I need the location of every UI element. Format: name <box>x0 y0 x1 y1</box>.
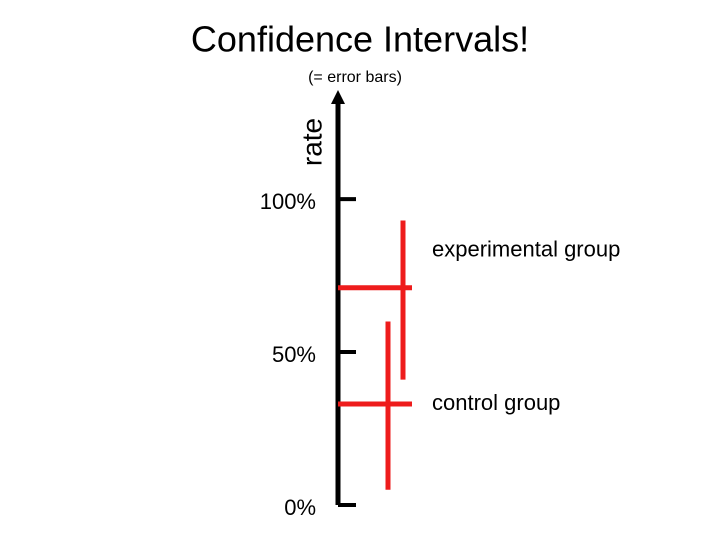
y-axis-arrow <box>331 90 345 104</box>
y-tick-label: 100% <box>260 189 316 214</box>
chart-title: Confidence Intervals! <box>191 19 529 60</box>
category-label: control group <box>432 390 560 415</box>
y-tick-label: 0% <box>284 495 316 520</box>
y-axis-label: rate <box>296 118 327 166</box>
y-tick-label: 50% <box>272 342 316 367</box>
chart-subtitle: (= error bars) <box>308 69 402 86</box>
category-label: experimental group <box>432 236 620 261</box>
